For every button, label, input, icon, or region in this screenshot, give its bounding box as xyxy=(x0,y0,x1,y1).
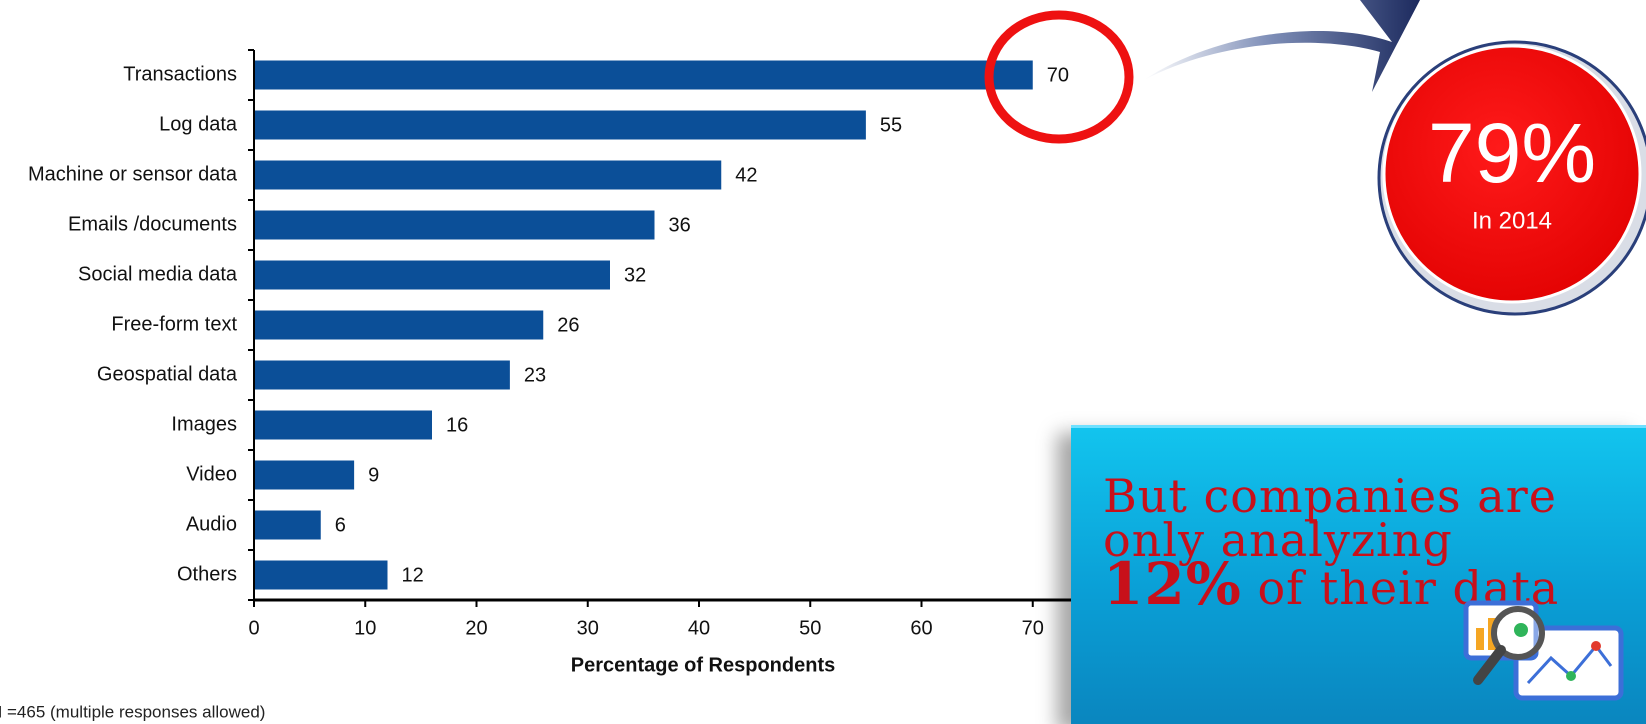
plot-area: 70 Transactions 55 Log data 42 Machine or sen… xyxy=(0,49,1144,721)
x-tick-label: 70 xyxy=(1022,617,1044,639)
category-label: Social media data xyxy=(78,263,238,285)
x-tick-label: 0 xyxy=(248,617,259,639)
value-label: 23 xyxy=(524,364,546,386)
badge-caption: In 2014 xyxy=(1472,207,1552,234)
value-label: 16 xyxy=(446,414,468,436)
category-label: Audio xyxy=(186,513,237,535)
bar xyxy=(254,560,388,590)
badge-value: 79% xyxy=(1428,106,1596,200)
bar xyxy=(254,360,510,390)
x-tick-label: 50 xyxy=(799,617,821,639)
value-label: 26 xyxy=(557,314,579,336)
bar xyxy=(254,260,610,290)
badge xyxy=(1382,44,1642,304)
category-label: Emails /documents xyxy=(68,213,237,235)
callout-text: But companies are only analyzing 12% of t… xyxy=(1103,473,1573,613)
value-label: 6 xyxy=(335,514,346,536)
analytics-icon xyxy=(1463,600,1624,701)
bar xyxy=(254,410,432,440)
category-label: Others xyxy=(177,563,237,585)
x-axis-label: Percentage of Respondents xyxy=(571,654,836,676)
arrow xyxy=(1144,0,1420,92)
category-label: Log data xyxy=(159,113,238,135)
bar xyxy=(254,310,544,340)
value-label: 42 xyxy=(735,164,757,186)
x-tick-label: 40 xyxy=(688,617,710,639)
footnote: N =465 (multiple responses allowed) xyxy=(0,702,265,721)
x-tick-label: 30 xyxy=(577,617,599,639)
value-label: 36 xyxy=(669,214,691,236)
callout-box: But companies are only analyzing 12% of t… xyxy=(1071,425,1646,724)
category-label: Free-form text xyxy=(111,313,237,335)
category-label: Geospatial data xyxy=(97,363,238,385)
bar xyxy=(254,510,321,540)
x-tick-label: 10 xyxy=(354,617,376,639)
category-label: Video xyxy=(186,463,237,485)
bar xyxy=(254,60,1033,90)
value-label: 9 xyxy=(368,464,379,486)
bar xyxy=(254,210,655,240)
category-label: Machine or sensor data xyxy=(28,163,238,185)
highlight-ring xyxy=(984,10,1134,144)
bar xyxy=(254,460,355,490)
value-label: 12 xyxy=(402,564,424,586)
x-tick-label: 20 xyxy=(465,617,487,639)
bar xyxy=(254,160,722,190)
callout-highlight: 12% xyxy=(1103,550,1242,618)
callout-before: But companies are only analyzing xyxy=(1103,469,1557,567)
bar xyxy=(254,110,866,140)
category-label: Images xyxy=(171,413,237,435)
value-label: 32 xyxy=(624,264,646,286)
category-label: Transactions xyxy=(123,63,237,85)
value-label: 70 xyxy=(1047,64,1069,86)
value-label: 55 xyxy=(880,114,902,136)
x-tick-label: 60 xyxy=(910,617,932,639)
